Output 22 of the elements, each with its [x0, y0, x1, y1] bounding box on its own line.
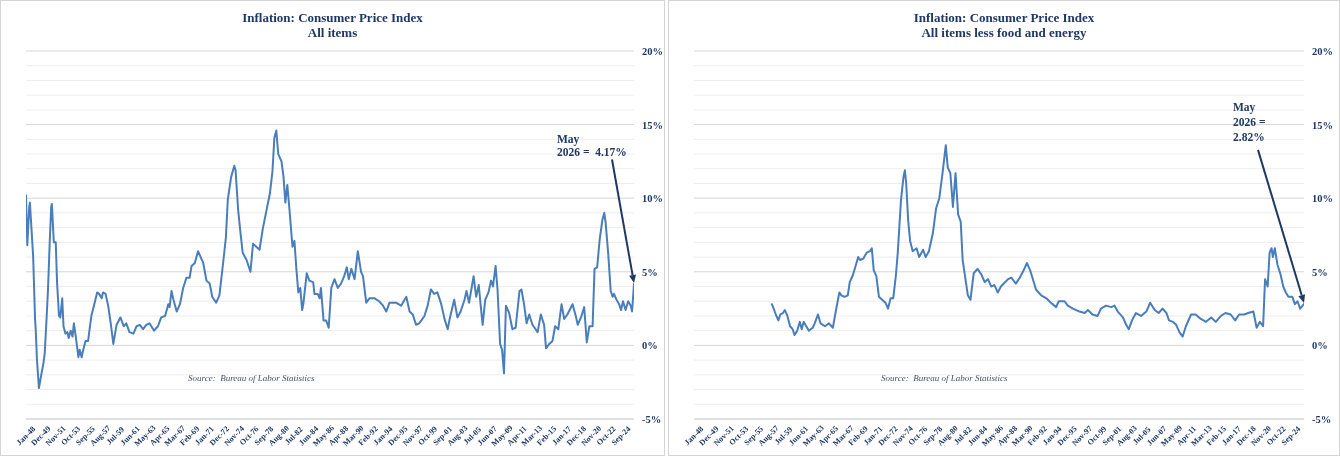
y-tick-label: 20% [642, 46, 663, 57]
annotation: Source: Bureau of Labor Statistics [881, 373, 1008, 383]
line-series [770, 144, 1304, 338]
annotation: May 2026 = 4.17% [557, 132, 627, 158]
y-tick-label: 15% [1312, 119, 1333, 131]
y-tick-label: 10% [1312, 193, 1333, 205]
y-tick-label: -5% [642, 414, 662, 425]
y-tick-label: 5% [642, 266, 658, 278]
chart-subtitle: All items [306, 25, 359, 40]
y-tick-label: 10% [642, 193, 663, 205]
y-tick-label: 15% [642, 119, 663, 131]
chart-title: Inflation: Consumer Price Index [912, 10, 1096, 25]
y-tick-label: -5% [1312, 414, 1332, 425]
chart-title: Inflation: Consumer Price Index [241, 10, 424, 25]
y-tick-label: 0% [1312, 340, 1328, 352]
y-tick-label: 0% [642, 340, 658, 352]
annotation: Source: Bureau of Labor Statistics [188, 373, 315, 383]
line-series [26, 129, 634, 390]
y-tick-label: 5% [1312, 266, 1328, 278]
annotation: May 2026 = 2.82% [1233, 100, 1266, 143]
chart-subtitle: All items less food and energy [920, 25, 1088, 40]
y-tick-label: 20% [1312, 46, 1333, 57]
